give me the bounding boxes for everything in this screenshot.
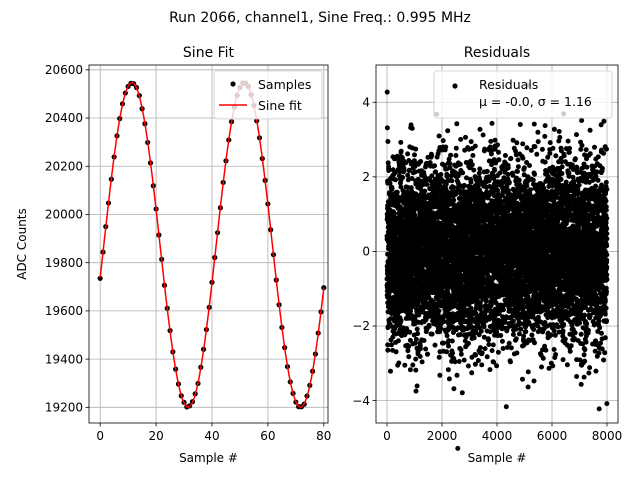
sine-fit-ytick-label: 20400: [45, 111, 83, 125]
sine-fit-axes-frame: [88, 64, 329, 424]
residuals-ytick-label: 0: [362, 245, 370, 259]
sine-fit-line: [99, 81, 325, 408]
sine-fit-legend-box: [213, 70, 323, 120]
residuals-plot-area: [384, 82, 610, 451]
residuals-xlabel: Sample #: [468, 451, 527, 465]
residuals-xtick-label: 0: [383, 429, 391, 443]
legend-residuals-marker: [452, 83, 458, 89]
sine-fit-panel: Sine Fit 0 20 40 60 80 19200 19400 19600 19800 20…: [15, 45, 331, 465]
residuals-xtick-label: 4000: [482, 429, 513, 443]
sine-fit-ytick-label: 19600: [45, 304, 83, 318]
residuals-legend-box: [433, 70, 613, 119]
sine-fit-title: Sine Fit: [183, 45, 235, 61]
residuals-title: Residuals: [464, 45, 530, 61]
residuals-panel: Residuals 0 2000 4000 6000 8000 −4 −2 0 2 4 Sampl…: [352, 45, 622, 465]
legend-samples-marker: [230, 81, 236, 87]
sine-fit-ticks: 0 20 40 60 80 19200 19400 19600 19800 20000 20200 2…: [45, 63, 332, 443]
sine-fit-ytick-label: 20600: [45, 63, 83, 77]
sample-point: [97, 275, 103, 281]
residuals-ticks: 0 2000 4000 6000 8000 −4 −2 0 2 4: [352, 95, 622, 443]
sine-fit-grid: [89, 65, 328, 423]
sine-fit-xtick-label: 40: [204, 429, 219, 443]
sine-fit-legend: Samples Sine fit: [213, 70, 323, 120]
figure-suptitle: Run 2066, channel1, Sine Freq.: 0.995 MH…: [169, 10, 471, 26]
sine-fit-ytick-label: 19200: [45, 401, 83, 415]
sine-fit-ytick-label: 19800: [45, 256, 83, 270]
sine-fit-plot-area: [97, 80, 327, 410]
sine-fit-ytick-label: 20200: [45, 159, 83, 173]
sine-fit-xtick-label: 20: [148, 429, 163, 443]
residuals-xtick-label: 2000: [427, 429, 458, 443]
residuals-xtick-label: 6000: [537, 429, 568, 443]
residual-points: [384, 82, 610, 451]
sine-fit-xtick-label: 0: [96, 429, 104, 443]
sine-fit-xtick-label: 60: [260, 429, 275, 443]
sine-fit-ytick-label: 20000: [45, 208, 83, 222]
residuals-ytick-label: 4: [362, 95, 370, 109]
residuals-ytick-label: 2: [362, 170, 370, 184]
residuals-ytick-label: −4: [352, 394, 370, 408]
legend-residuals-label: Residuals: [479, 77, 538, 92]
legend-residuals-stats: μ = -0.0, σ = 1.16: [479, 94, 592, 109]
sine-fit-ylabel: ADC Counts: [15, 208, 29, 280]
sine-fit-xtick-label: 80: [316, 429, 331, 443]
legend-samples-label: Samples: [258, 77, 311, 92]
sine-fit-xlabel: Sample #: [179, 451, 238, 465]
residuals-ytick-label: −2: [352, 319, 370, 333]
sine-fit-ytick-label: 19400: [45, 352, 83, 366]
legend-sine-fit-label: Sine fit: [258, 98, 302, 113]
residuals-xtick-label: 8000: [592, 429, 623, 443]
residuals-legend: Residuals μ = -0.0, σ = 1.16: [433, 70, 613, 119]
